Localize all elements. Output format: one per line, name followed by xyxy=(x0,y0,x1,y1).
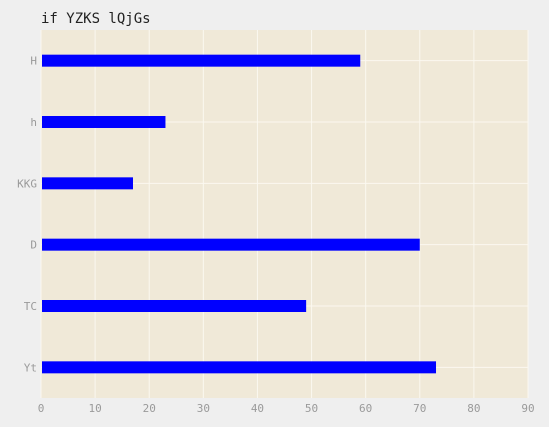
x-tick-label: 20 xyxy=(143,402,156,415)
x-tick-label: 0 xyxy=(38,402,45,415)
chart-title: if YZKS lQjGs xyxy=(41,11,151,27)
x-tick-label: 90 xyxy=(521,402,534,415)
bars xyxy=(42,54,437,374)
bar-kkg xyxy=(42,177,133,190)
plot-area xyxy=(41,30,528,398)
bar-d xyxy=(42,238,420,251)
y-tick-label: KKG xyxy=(17,177,37,190)
x-tick-label: 80 xyxy=(467,402,480,415)
x-tick-label: 10 xyxy=(88,402,101,415)
x-tick-labels: 0 10 20 30 40 50 60 70 80 90 xyxy=(38,402,535,415)
y-tick-label: Yt xyxy=(24,361,37,374)
x-tick-label: 60 xyxy=(359,402,372,415)
x-tick-label: 50 xyxy=(305,402,318,415)
bar-h xyxy=(42,54,361,67)
y-tick-label: D xyxy=(30,239,37,252)
bar-tc xyxy=(42,300,307,312)
bar-yt xyxy=(42,361,437,374)
y-tick-label: TC xyxy=(24,300,37,313)
y-tick-label: H xyxy=(30,55,37,68)
x-tick-label: 70 xyxy=(413,402,426,415)
x-tick-label: 40 xyxy=(251,402,264,415)
y-tick-label: h xyxy=(30,116,37,129)
x-tick-label: 30 xyxy=(197,402,210,415)
bar-h xyxy=(42,116,166,128)
y-tick-labels: Yt TC D KKG h H xyxy=(17,55,37,375)
